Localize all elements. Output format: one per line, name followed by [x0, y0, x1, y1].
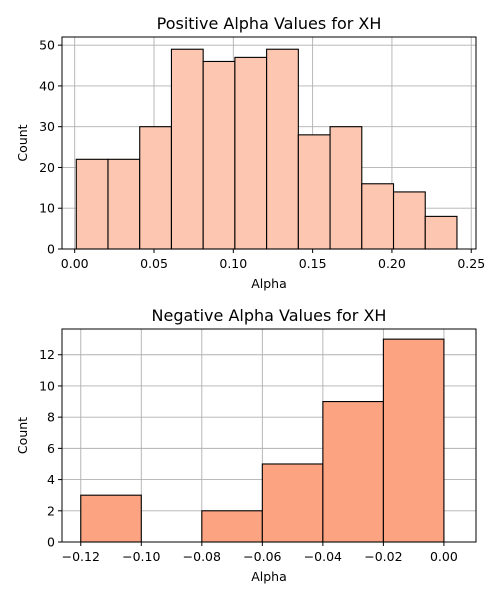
y-axis-label: Count — [15, 124, 30, 161]
histogram-bar — [75, 158, 109, 250]
x-tick-label: −0.08 — [183, 549, 221, 564]
y-tick-label: 50 — [39, 38, 55, 53]
x-tick-label: 0.25 — [457, 256, 485, 271]
x-tick-label: −0.04 — [304, 549, 342, 564]
y-tick-label: 40 — [39, 78, 55, 93]
x-tick-label: 0.00 — [61, 256, 89, 271]
x-tick-label: 0.10 — [219, 256, 247, 271]
histogram-bar — [329, 126, 363, 250]
x-tick-label: −0.02 — [364, 549, 402, 564]
x-tick-label: 0.05 — [140, 256, 168, 271]
chart-title: Negative Alpha Values for XH — [152, 306, 387, 325]
x-tick-label: −0.10 — [122, 549, 160, 564]
y-tick-label: 2 — [47, 503, 55, 518]
y-tick-label: 10 — [39, 201, 55, 216]
x-tick-label: 0.15 — [299, 256, 327, 271]
plot-frame — [61, 36, 477, 250]
histogram-bar — [382, 338, 445, 543]
x-tick-label: 0.20 — [378, 256, 406, 271]
histogram-bar — [80, 494, 142, 543]
y-tick-label: 0 — [47, 535, 55, 550]
y-axis-label: Count — [15, 417, 30, 454]
x-tick-label: −0.06 — [243, 549, 281, 564]
histogram-bar — [266, 48, 299, 250]
chart-title: Positive Alpha Values for XH — [157, 14, 382, 33]
histogram-bar — [107, 158, 141, 250]
y-tick-label: 30 — [39, 119, 55, 134]
y-tick-label: 0 — [47, 242, 55, 257]
histogram-bar — [424, 215, 458, 250]
plot-frame — [61, 328, 477, 543]
y-tick-label: 8 — [47, 410, 55, 425]
y-tick-label: 10 — [39, 378, 55, 393]
x-tick-label: 0.00 — [430, 549, 458, 564]
histogram-bar — [201, 510, 263, 543]
histogram-bar — [139, 126, 172, 250]
x-tick-label: −0.12 — [62, 549, 100, 564]
histogram-bar — [170, 48, 204, 250]
y-tick-label: 20 — [39, 160, 55, 175]
histogram-bar — [392, 191, 426, 250]
histogram-bar — [361, 183, 395, 250]
histogram-bar — [322, 401, 384, 543]
y-tick-label: 4 — [47, 472, 55, 487]
y-tick-label: 12 — [39, 347, 55, 362]
histogram-bar — [202, 60, 236, 250]
y-tick-label: 6 — [47, 441, 55, 456]
histogram-bar — [234, 56, 268, 250]
histogram-bar — [261, 463, 324, 543]
histogram-bar — [297, 134, 331, 250]
x-axis-label: Alpha — [251, 569, 287, 584]
x-axis-label: Alpha — [251, 276, 287, 291]
